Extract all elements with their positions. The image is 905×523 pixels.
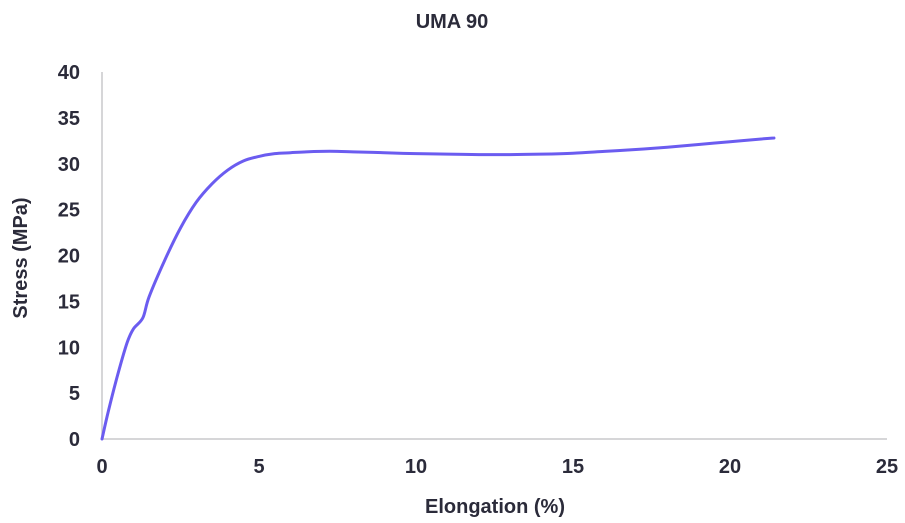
axes [101, 72, 887, 440]
y-tick-label: 40 [58, 62, 80, 84]
x-tick-label: 0 [96, 456, 107, 478]
x-tick-label: 10 [405, 456, 427, 478]
y-tick-label: 25 [58, 200, 80, 222]
y-tick-label: 35 [58, 108, 80, 130]
x-tick-label: 25 [876, 456, 898, 478]
chart-title: UMA 90 [416, 11, 489, 33]
series-layer [100, 136, 776, 441]
series-line [100, 136, 776, 441]
y-tick-label: 0 [69, 429, 80, 451]
y-axis-label: Stress (MPa) [10, 197, 32, 318]
x-axis-label: Elongation (%) [425, 496, 565, 518]
x-tick-label: 5 [253, 456, 264, 478]
x-tick-labels: 0 5 10 15 20 25 [96, 456, 898, 478]
y-tick-labels: 0 5 10 15 20 25 30 35 40 [58, 62, 80, 451]
y-tick-label: 10 [58, 337, 80, 359]
x-tick-label: 20 [719, 456, 741, 478]
y-tick-label: 30 [58, 154, 80, 176]
y-tick-label: 15 [58, 291, 80, 313]
x-tick-label: 15 [562, 456, 584, 478]
y-tick-label: 20 [58, 246, 80, 268]
y-tick-label: 5 [69, 383, 80, 405]
